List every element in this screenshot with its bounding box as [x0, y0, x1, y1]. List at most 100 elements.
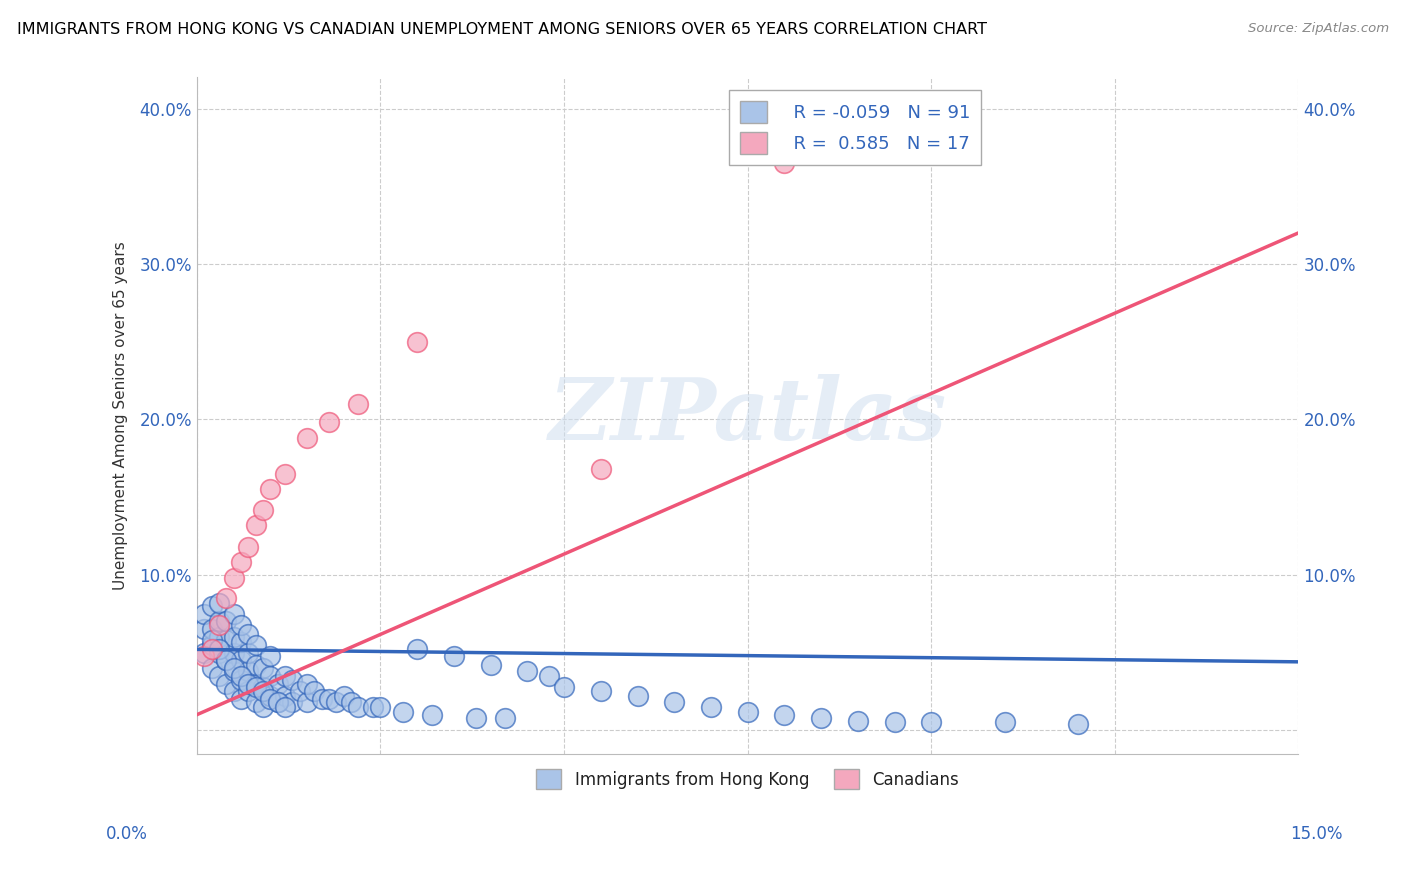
Point — [252, 700, 274, 714]
Point — [222, 630, 245, 644]
Point — [229, 634, 252, 648]
Point — [846, 714, 869, 728]
Point — [266, 676, 288, 690]
Text: 0.0%: 0.0% — [105, 825, 148, 843]
Point — [245, 695, 267, 709]
Point — [222, 661, 245, 675]
Point — [208, 615, 231, 629]
Point — [238, 540, 260, 554]
Point — [333, 689, 356, 703]
Point — [295, 431, 318, 445]
Point — [229, 692, 252, 706]
Point — [229, 669, 252, 683]
Point — [281, 673, 304, 688]
Point — [259, 692, 281, 706]
Text: ZIPatlas: ZIPatlas — [548, 374, 946, 458]
Point — [208, 642, 231, 657]
Point — [200, 599, 222, 613]
Point — [222, 571, 245, 585]
Point — [391, 705, 413, 719]
Point — [370, 700, 392, 714]
Point — [479, 657, 502, 672]
Point — [245, 638, 267, 652]
Point — [994, 715, 1017, 730]
Point — [773, 156, 796, 170]
Point — [200, 661, 222, 675]
Point — [200, 638, 222, 652]
Point — [810, 711, 832, 725]
Point — [288, 684, 311, 698]
Point — [215, 676, 238, 690]
Point — [274, 669, 297, 683]
Point — [229, 617, 252, 632]
Point — [516, 664, 538, 678]
Y-axis label: Unemployment Among Seniors over 65 years: Unemployment Among Seniors over 65 years — [114, 241, 128, 590]
Point — [215, 653, 238, 667]
Point — [208, 646, 231, 660]
Point — [208, 596, 231, 610]
Point — [773, 707, 796, 722]
Point — [215, 615, 238, 629]
Point — [238, 627, 260, 641]
Point — [222, 646, 245, 660]
Point — [238, 684, 260, 698]
Point — [229, 653, 252, 667]
Point — [215, 633, 238, 648]
Point — [274, 689, 297, 703]
Point — [340, 695, 363, 709]
Point — [295, 676, 318, 690]
Point — [274, 700, 297, 714]
Point — [193, 607, 215, 621]
Point — [347, 700, 370, 714]
Point — [266, 695, 288, 709]
Point — [215, 653, 238, 667]
Point — [200, 633, 222, 648]
Point — [465, 711, 488, 725]
Point — [281, 695, 304, 709]
Point — [238, 664, 260, 678]
Point — [200, 622, 222, 636]
Point — [245, 518, 267, 533]
Point — [664, 695, 686, 709]
Point — [311, 692, 333, 706]
Point — [208, 630, 231, 644]
Point — [222, 684, 245, 698]
Text: IMMIGRANTS FROM HONG KONG VS CANADIAN UNEMPLOYMENT AMONG SENIORS OVER 65 YEARS C: IMMIGRANTS FROM HONG KONG VS CANADIAN UN… — [17, 22, 987, 37]
Point — [193, 622, 215, 636]
Point — [494, 711, 516, 725]
Point — [883, 715, 905, 730]
Point — [193, 646, 215, 660]
Point — [252, 680, 274, 694]
Point — [295, 695, 318, 709]
Point — [737, 705, 759, 719]
Point — [920, 715, 942, 730]
Point — [259, 648, 281, 663]
Text: Source: ZipAtlas.com: Source: ZipAtlas.com — [1249, 22, 1389, 36]
Point — [222, 607, 245, 621]
Point — [229, 555, 252, 569]
Point — [259, 689, 281, 703]
Point — [252, 502, 274, 516]
Point — [553, 680, 575, 694]
Point — [238, 676, 260, 690]
Point — [406, 642, 429, 657]
Legend: Immigrants from Hong Kong, Canadians: Immigrants from Hong Kong, Canadians — [530, 763, 966, 796]
Point — [589, 462, 612, 476]
Point — [222, 664, 245, 678]
Point — [252, 661, 274, 675]
Point — [259, 669, 281, 683]
Point — [245, 657, 267, 672]
Point — [193, 648, 215, 663]
Point — [443, 648, 465, 663]
Point — [215, 591, 238, 606]
Point — [589, 684, 612, 698]
Point — [245, 680, 267, 694]
Point — [266, 695, 288, 709]
Point — [229, 673, 252, 688]
Point — [252, 684, 274, 698]
Point — [420, 707, 443, 722]
Point — [208, 669, 231, 683]
Point — [325, 695, 347, 709]
Point — [274, 467, 297, 481]
Point — [318, 692, 340, 706]
